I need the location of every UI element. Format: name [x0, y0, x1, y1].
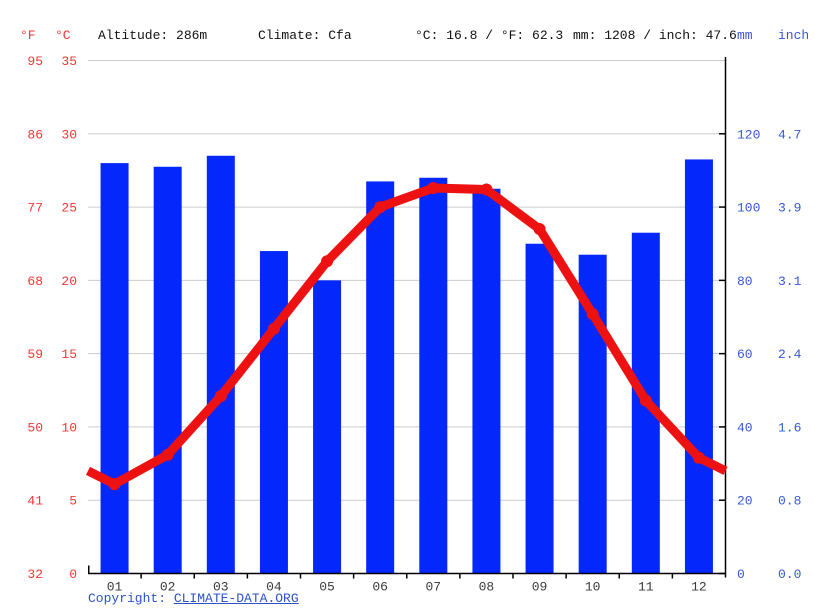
right-axis-labels: 120 4.7 100 3.9 80 3.1 60 2.4 40 1.6 20 0.8 0 0.0	[737, 127, 802, 582]
f-tick-label: 50	[27, 420, 43, 435]
month-label-10: 10	[585, 580, 601, 595]
celsius-axis-title: °C	[55, 28, 71, 43]
f-tick-label: 59	[27, 347, 43, 362]
month-label-04: 04	[266, 580, 282, 595]
month-label-06: 06	[372, 580, 388, 595]
temperature-point-10	[586, 308, 599, 321]
f-tick-label: 32	[27, 567, 43, 582]
precip-bar-03	[206, 155, 235, 574]
month-label-07: 07	[426, 580, 442, 595]
precip-bar-09	[525, 243, 554, 574]
inch-tick-label: 0.8	[778, 494, 801, 509]
temperature-point-02	[161, 448, 174, 461]
fahrenheit-axis-title: °F	[20, 28, 36, 43]
f-tick-label: 95	[27, 54, 43, 69]
inch-tick-label: 0.0	[778, 567, 801, 582]
month-label-11: 11	[638, 580, 654, 595]
left-axis-labels: 95 35 86 30 77 25 68 20 59 15 50 10 41 5 32 0	[27, 54, 77, 582]
c-tick-label: 35	[61, 54, 77, 69]
precip-bar-12	[684, 159, 713, 574]
precip-bar-01	[100, 163, 129, 574]
mm-tick-label: 120	[737, 127, 760, 142]
temperature-point-04	[267, 322, 280, 335]
copyright: Copyright: CLIMATE-DATA.ORG	[88, 591, 299, 606]
climate-data-link[interactable]: CLIMATE-DATA.ORG	[173, 591, 299, 606]
mm-tick-label: 60	[737, 347, 753, 362]
inch-tick-label: 2.4	[778, 347, 802, 362]
month-label-05: 05	[319, 580, 335, 595]
c-tick-label: 5	[69, 494, 77, 509]
c-tick-label: 15	[61, 347, 77, 362]
month-labels: 01 02 03 04 05 06 07 08 09 10 11 12	[107, 580, 707, 595]
month-label-03: 03	[213, 580, 229, 595]
copyright-prefix: Copyright:	[88, 591, 174, 606]
mm-tick-label: 0	[737, 567, 745, 582]
mm-tick-label: 100	[737, 201, 760, 216]
month-label-09: 09	[532, 580, 548, 595]
altitude-label: Altitude: 286m	[98, 28, 208, 43]
precip-bar-07	[419, 177, 448, 574]
f-tick-label: 68	[27, 274, 43, 289]
right-axis	[719, 57, 727, 578]
temperature-point-01	[108, 478, 121, 491]
month-label-02: 02	[160, 580, 176, 595]
mean-temperature-label: °C: 16.8 / °F: 62.3	[415, 28, 564, 43]
mm-tick-label: 40	[737, 420, 753, 435]
inch-axis-title: inch	[778, 28, 810, 43]
c-tick-label: 20	[61, 274, 77, 289]
month-label-01: 01	[107, 580, 123, 595]
precip-bar-02	[153, 166, 182, 574]
f-tick-label: 86	[27, 127, 43, 142]
month-label-08: 08	[479, 580, 495, 595]
c-tick-label: 30	[61, 127, 77, 142]
inch-tick-label: 4.7	[778, 127, 801, 142]
temperature-point-03	[214, 390, 227, 403]
c-tick-label: 25	[61, 201, 77, 216]
c-tick-label: 0	[69, 567, 77, 582]
temperature-line	[85, 182, 728, 491]
temperature-point-05	[321, 255, 334, 268]
mm-axis-title: mm	[737, 28, 753, 43]
climate-class-label: Climate: Cfa	[258, 28, 352, 43]
x-axis	[88, 565, 726, 579]
f-tick-label: 41	[27, 494, 43, 509]
temperature-point-07	[427, 182, 440, 195]
temperature-point-06	[374, 201, 387, 214]
precip-bar-06	[366, 181, 395, 574]
temperature-point-11	[639, 394, 652, 407]
precipitation-bars	[100, 155, 713, 574]
temperature-polyline	[85, 183, 728, 489]
annual-precipitation-label: mm: 1208 / inch: 47.6	[573, 28, 737, 43]
precip-bar-04	[259, 251, 288, 574]
mm-tick-label: 20	[737, 494, 753, 509]
inch-tick-label: 3.9	[778, 201, 801, 216]
temperature-point-08	[480, 183, 493, 196]
temperature-point-09	[533, 223, 546, 236]
month-label-12: 12	[691, 580, 707, 595]
precip-bar-05	[313, 280, 342, 574]
f-tick-label: 77	[27, 201, 43, 216]
inch-tick-label: 1.6	[778, 420, 801, 435]
c-tick-label: 10	[61, 420, 77, 435]
precip-bar-08	[472, 188, 501, 574]
inch-tick-label: 3.1	[778, 274, 802, 289]
temperature-point-12	[692, 451, 705, 464]
mm-tick-label: 80	[737, 274, 753, 289]
